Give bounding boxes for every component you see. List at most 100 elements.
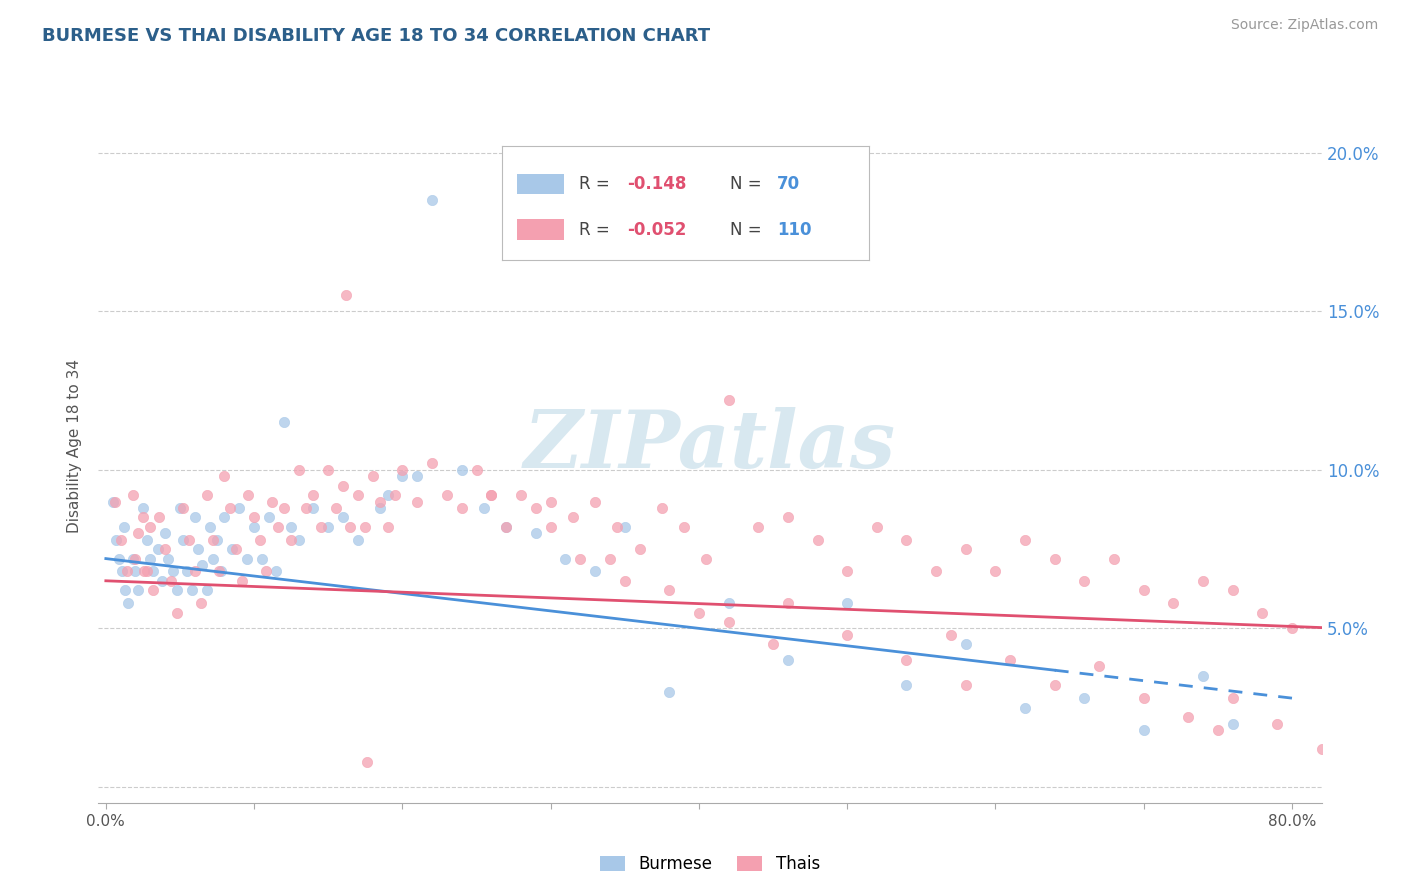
Point xyxy=(806,533,828,547)
Point xyxy=(583,494,606,508)
Point xyxy=(896,533,918,547)
Point xyxy=(524,526,547,541)
Point xyxy=(146,542,169,557)
Point xyxy=(280,520,302,534)
Point xyxy=(472,500,495,515)
Point xyxy=(280,533,302,547)
Point xyxy=(450,500,472,515)
Point xyxy=(127,583,149,598)
Point xyxy=(201,533,224,547)
Point xyxy=(153,526,176,541)
Point xyxy=(1014,700,1036,714)
Point xyxy=(160,574,183,588)
Point xyxy=(201,551,224,566)
Point xyxy=(406,469,429,483)
Point xyxy=(302,488,325,502)
Point xyxy=(121,551,143,566)
Point xyxy=(1102,551,1125,566)
Point xyxy=(776,653,799,667)
Point xyxy=(510,488,533,502)
Point xyxy=(1043,678,1066,692)
Point xyxy=(254,564,277,578)
Point xyxy=(1251,606,1274,620)
Point xyxy=(347,488,370,502)
Point xyxy=(273,415,295,429)
Point xyxy=(896,653,918,667)
Point xyxy=(837,564,859,578)
Point xyxy=(628,542,651,557)
Point xyxy=(243,510,266,524)
Point xyxy=(332,478,354,492)
Point xyxy=(316,520,339,534)
Point xyxy=(108,551,131,566)
Point xyxy=(172,533,194,547)
Point xyxy=(325,500,347,515)
Point xyxy=(287,533,309,547)
Point xyxy=(195,583,218,598)
Point xyxy=(1206,723,1229,737)
Point xyxy=(211,564,233,578)
Point xyxy=(495,520,517,534)
Point xyxy=(1073,574,1095,588)
Point xyxy=(450,463,472,477)
Point xyxy=(257,510,280,524)
Point xyxy=(354,520,377,534)
Point xyxy=(190,596,212,610)
Point xyxy=(228,500,250,515)
Point xyxy=(391,463,413,477)
Point xyxy=(132,500,155,515)
Point xyxy=(115,564,138,578)
Point xyxy=(1000,653,1022,667)
Point xyxy=(153,542,176,557)
Point xyxy=(651,500,673,515)
Point xyxy=(606,520,628,534)
Point xyxy=(309,520,332,534)
Point xyxy=(127,526,149,541)
Point xyxy=(198,520,221,534)
Point xyxy=(479,488,502,502)
Point xyxy=(169,500,191,515)
Point xyxy=(955,678,977,692)
Point xyxy=(524,500,547,515)
Point xyxy=(162,564,184,578)
Point xyxy=(266,564,288,578)
Point xyxy=(747,520,769,534)
Point xyxy=(377,488,399,502)
Point xyxy=(717,615,740,629)
Point xyxy=(368,494,391,508)
Point xyxy=(1265,716,1288,731)
Point xyxy=(172,500,194,515)
Point xyxy=(717,392,740,407)
Point xyxy=(103,494,125,508)
Point xyxy=(776,510,799,524)
Text: BURMESE VS THAI DISABILITY AGE 18 TO 34 CORRELATION CHART: BURMESE VS THAI DISABILITY AGE 18 TO 34 … xyxy=(42,27,710,45)
Point xyxy=(132,510,155,524)
Point xyxy=(540,520,562,534)
Point xyxy=(495,520,517,534)
Point xyxy=(465,463,488,477)
Point xyxy=(214,469,236,483)
Point xyxy=(436,488,458,502)
Point xyxy=(157,551,180,566)
Legend: Burmese, Thais: Burmese, Thais xyxy=(593,849,827,880)
Point xyxy=(347,533,370,547)
Point xyxy=(332,510,354,524)
Y-axis label: Disability Age 18 to 34: Disability Age 18 to 34 xyxy=(67,359,83,533)
Point xyxy=(540,494,562,508)
Point xyxy=(177,533,200,547)
Point xyxy=(316,463,339,477)
Point xyxy=(195,488,218,502)
Point xyxy=(111,564,134,578)
Point xyxy=(361,469,384,483)
Point xyxy=(599,551,621,566)
Point xyxy=(302,500,325,515)
Point xyxy=(166,606,188,620)
Point xyxy=(613,574,636,588)
Point xyxy=(1222,716,1244,731)
Point xyxy=(110,533,132,547)
Point xyxy=(114,583,136,598)
Point xyxy=(479,488,502,502)
Point xyxy=(984,564,1007,578)
Point xyxy=(136,533,159,547)
Point xyxy=(717,596,740,610)
